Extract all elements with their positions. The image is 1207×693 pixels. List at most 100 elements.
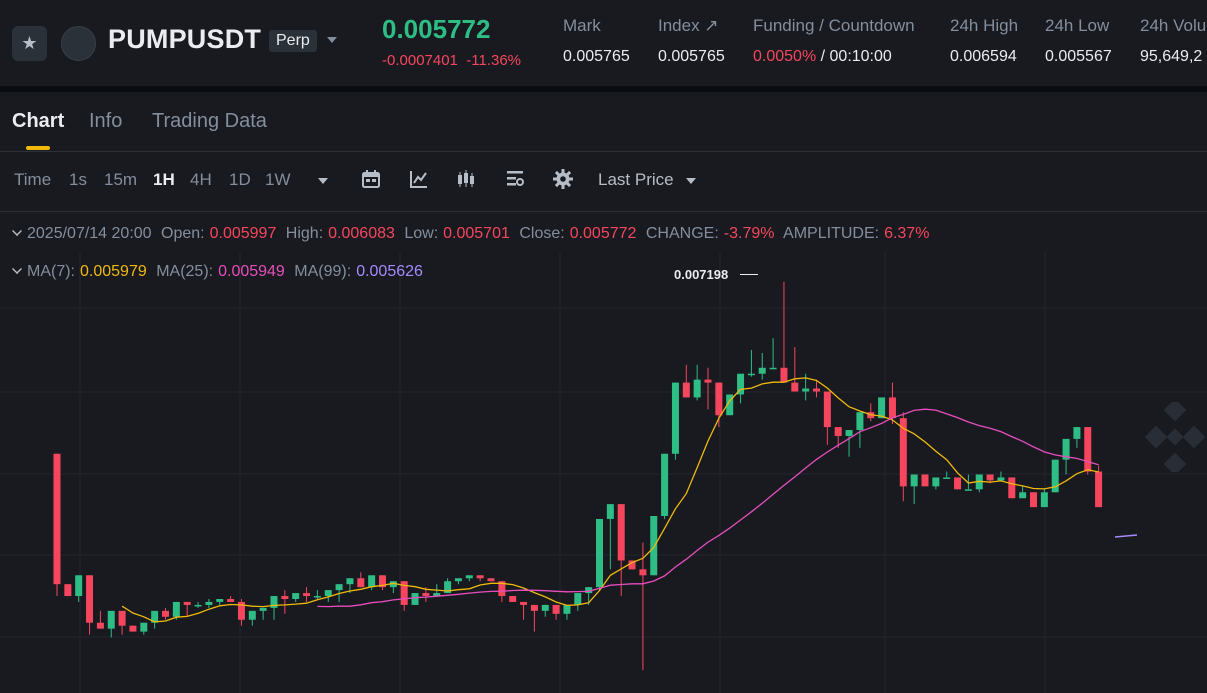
legend-datetime: 2025/07/14 20:00 — [27, 225, 152, 242]
candle-body — [541, 604, 549, 611]
candle-body — [1062, 438, 1070, 460]
legend-open: 0.005997 — [209, 225, 277, 242]
header-divider — [0, 86, 1207, 92]
price-change-pct: -11.36% — [466, 52, 522, 69]
candle-body — [237, 601, 245, 620]
interval-15m[interactable]: 15m — [104, 170, 138, 189]
candle-body — [737, 373, 745, 395]
candle-body — [845, 430, 853, 436]
candle-body — [1030, 492, 1037, 508]
chevron-down-icon[interactable] — [686, 178, 696, 184]
candle-body — [422, 593, 430, 597]
candle-body — [379, 575, 386, 588]
interval-1w[interactable]: 1W — [265, 170, 291, 189]
settings-icon[interactable] — [552, 168, 574, 190]
candle-body — [324, 590, 332, 597]
candle-body — [1008, 477, 1016, 499]
candle-body — [780, 367, 788, 383]
candlestick-chart[interactable] — [0, 212, 1207, 693]
candle-body — [151, 610, 159, 623]
stat-24h-low: 24h Low 0.005567 — [1045, 16, 1112, 66]
candle-body — [888, 397, 896, 419]
candle-body — [129, 625, 137, 632]
candle-body — [281, 596, 289, 599]
candle-body — [487, 578, 495, 582]
chart-area[interactable]: 2025/07/14 20:00 Open: 0.005997 High: 0.00… — [0, 212, 1207, 693]
stat-24h-high: 24h High 0.006594 — [950, 16, 1018, 66]
legend-low-label: Low: — [404, 225, 439, 242]
tab-trading-data[interactable]: Trading Data — [152, 110, 267, 132]
candle-body — [454, 578, 462, 582]
active-tab-indicator — [26, 146, 50, 150]
interval-time[interactable]: Time — [14, 170, 52, 189]
candle-body — [270, 596, 278, 608]
candle-body — [140, 622, 148, 632]
candle-body — [910, 474, 918, 487]
candle-body — [530, 604, 538, 611]
legend-ma25: 0.005949 — [218, 263, 285, 280]
stat-value: 0.006594 — [950, 48, 1017, 65]
interval-1d[interactable]: 1D — [229, 170, 251, 189]
candle-body — [259, 607, 267, 611]
candle-body — [943, 477, 951, 479]
candle-body — [335, 584, 343, 591]
candle-body — [172, 601, 180, 617]
candle-body — [248, 610, 256, 620]
candle-body — [1073, 427, 1081, 439]
candle-body — [162, 610, 169, 617]
layout-icon[interactable] — [504, 168, 526, 190]
legend-high: 0.006083 — [328, 225, 395, 242]
candle-body — [1084, 427, 1092, 472]
symbol-name[interactable]: PUMPUSDT — [108, 24, 262, 54]
price-change: -0.0007401 -11.36% — [382, 52, 521, 69]
candle-body — [997, 477, 1005, 481]
candle-body — [791, 382, 799, 392]
ticker-header: ★ PUMPUSDT Perp 0.005772 -0.0007401 -11.… — [0, 0, 1207, 86]
candle-body — [617, 504, 625, 561]
price-source-select[interactable]: Last Price — [598, 170, 674, 189]
chevron-down-icon[interactable] — [327, 37, 337, 43]
candle-body — [216, 599, 224, 602]
candle-body — [75, 575, 83, 597]
candle-type-icon[interactable] — [455, 168, 477, 190]
tab-chart[interactable]: Chart — [12, 110, 65, 132]
interval-1s[interactable]: 1s — [69, 170, 87, 189]
collapse-caret-icon[interactable] — [12, 264, 22, 274]
peak-price-label: 0.007198 — [674, 267, 729, 282]
binance-logo-icon — [1144, 402, 1206, 472]
candle-body — [661, 453, 669, 516]
tab-info[interactable]: Info — [89, 110, 123, 132]
stat-index[interactable]: Index ↗ 0.005765 — [658, 16, 725, 66]
candle-body — [563, 604, 571, 614]
ohlc-legend: 2025/07/14 20:00 Open: 0.005997 High: 0.00… — [12, 225, 934, 243]
legend-ma99-label: MA(99): — [294, 263, 352, 280]
star-icon[interactable]: ★ — [12, 26, 47, 61]
legend-ma7: 0.005979 — [80, 263, 147, 280]
stat-value: 95,649,2 — [1140, 48, 1203, 65]
indicators-icon[interactable] — [408, 168, 430, 190]
candle-body — [628, 560, 636, 570]
candle-body — [509, 596, 517, 602]
candle-body — [671, 382, 679, 454]
calendar-icon[interactable] — [360, 168, 382, 190]
interval-1h[interactable]: 1H — [153, 170, 175, 189]
collapse-caret-icon[interactable] — [12, 226, 22, 236]
stat-label: Funding / Countdown — [753, 16, 915, 35]
candle-body — [1095, 471, 1103, 508]
candle-body — [86, 575, 94, 623]
stat-24h-volume: 24h Volu 95,649,2 — [1140, 16, 1207, 66]
funding-rate: 0.0050% — [753, 48, 817, 65]
candle-body — [368, 575, 376, 588]
candle-body — [1051, 459, 1059, 493]
candle-body — [964, 489, 972, 491]
legend-close: 0.005772 — [569, 225, 637, 242]
candle-body — [411, 593, 419, 605]
legend-change: -3.79% — [723, 225, 775, 242]
more-intervals-icon[interactable] — [318, 178, 328, 184]
perp-badge: Perp — [269, 30, 317, 52]
ma-legend: MA(7): 0.005979 MA(25): 0.005949 MA(99): 0.… — [12, 263, 428, 281]
coin-logo — [61, 26, 96, 61]
candle-body — [639, 569, 647, 576]
interval-4h[interactable]: 4H — [190, 170, 212, 189]
candle-body — [802, 388, 810, 392]
